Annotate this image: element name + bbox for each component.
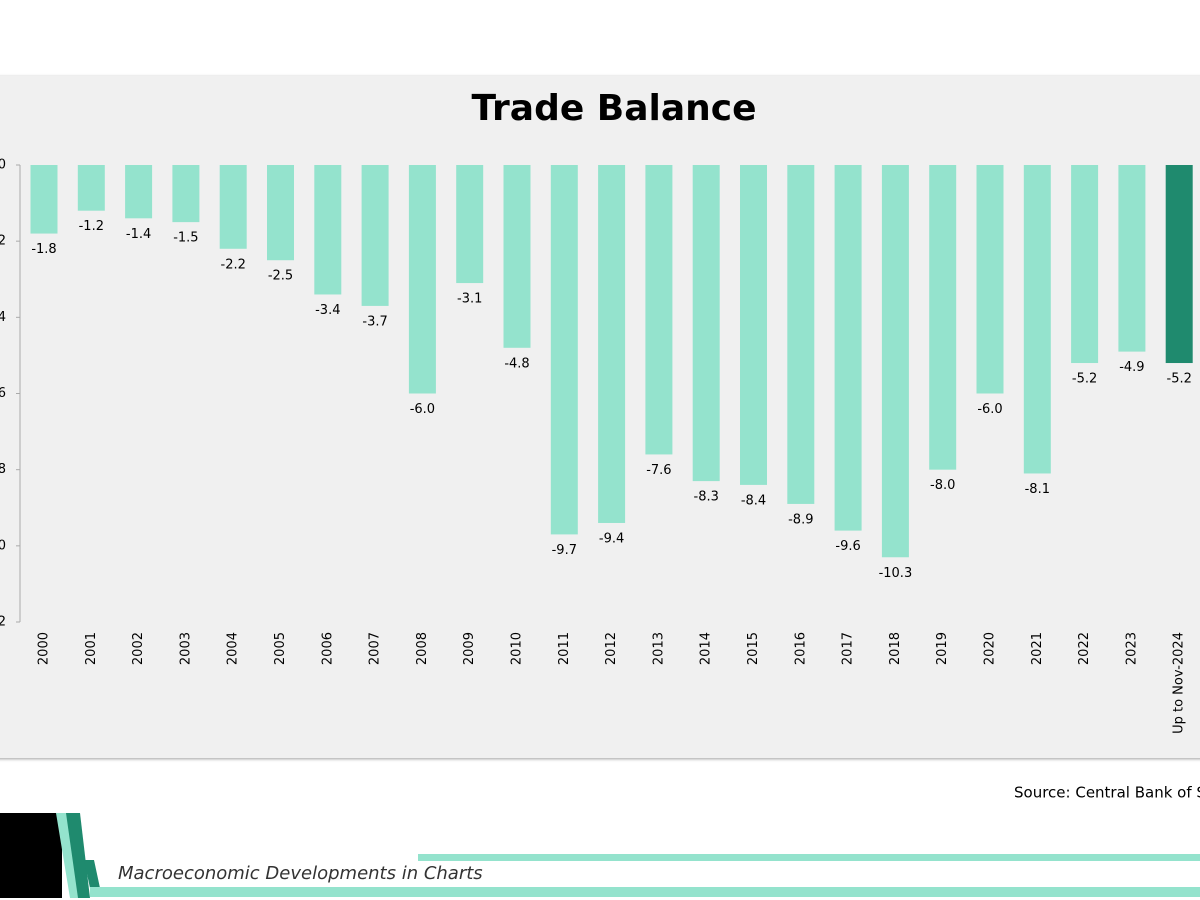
value-label: -7.6 xyxy=(646,463,671,478)
x-tick-label: 2023 xyxy=(1124,632,1139,665)
x-tick-label: 2016 xyxy=(793,632,808,665)
value-label: -10.3 xyxy=(879,566,913,581)
bar xyxy=(787,165,815,504)
bar xyxy=(30,165,58,234)
value-label: -6.0 xyxy=(977,402,1002,417)
footer-bar xyxy=(90,887,1200,897)
value-label: -3.7 xyxy=(362,314,387,329)
footer-stripe xyxy=(84,860,100,888)
footer-bar xyxy=(418,854,1200,861)
bar xyxy=(645,165,673,455)
x-tick-label: 2013 xyxy=(651,632,666,665)
bar xyxy=(456,165,484,284)
footer-stripe xyxy=(66,813,90,898)
x-tick-label: 2007 xyxy=(368,632,383,665)
x-tick-label: 2015 xyxy=(746,632,761,665)
value-label: -5.2 xyxy=(1167,372,1192,387)
footer-text: Macroeconomic Developments in Charts xyxy=(118,863,483,884)
bar xyxy=(976,165,1004,394)
x-tick-label: 2004 xyxy=(226,632,241,665)
y-tick-label: -2 xyxy=(0,234,6,249)
bar xyxy=(1023,165,1051,474)
x-tick-label: 2012 xyxy=(604,632,619,665)
x-tick-label: 2002 xyxy=(131,632,146,665)
bar xyxy=(77,165,105,211)
x-tick-label: 2014 xyxy=(699,632,714,665)
bar xyxy=(1165,165,1193,364)
bar xyxy=(408,165,436,394)
value-label: -8.1 xyxy=(1025,482,1050,497)
x-tick-label: 2003 xyxy=(178,632,193,665)
bar xyxy=(550,165,578,535)
x-tick-label: 2020 xyxy=(983,632,998,665)
x-tick-label: 2019 xyxy=(935,632,950,665)
y-tick-label: -12 xyxy=(0,615,6,630)
x-tick-label: 2017 xyxy=(841,632,856,665)
value-label: -1.2 xyxy=(79,219,104,234)
bar xyxy=(1071,165,1099,364)
bar xyxy=(125,165,153,219)
bar xyxy=(503,165,531,348)
value-label: -8.0 xyxy=(930,478,955,493)
value-label: -4.9 xyxy=(1119,360,1144,375)
y-tick-label: -8 xyxy=(0,462,6,477)
value-label: -2.5 xyxy=(268,269,293,284)
bar xyxy=(598,165,626,523)
value-label: -4.8 xyxy=(504,356,529,371)
x-tick-label: 2022 xyxy=(1077,632,1092,665)
bar xyxy=(929,165,957,470)
value-label: -9.6 xyxy=(835,539,860,554)
bar xyxy=(172,165,200,223)
value-label: -9.7 xyxy=(552,543,577,558)
value-label: -8.9 xyxy=(788,512,813,527)
value-label: -1.8 xyxy=(31,242,56,257)
x-tick-label: 2000 xyxy=(37,632,52,665)
footer-logo-box xyxy=(0,813,62,898)
x-tick-label: 2021 xyxy=(1030,632,1045,665)
bar xyxy=(692,165,720,482)
x-tick-label: 2010 xyxy=(510,632,525,665)
value-label: -8.3 xyxy=(694,490,719,505)
y-tick-label: -10 xyxy=(0,538,6,553)
y-tick-label: -4 xyxy=(0,310,6,325)
bar xyxy=(361,165,389,306)
y-tick-label: 0 xyxy=(0,158,6,173)
x-tick-label: 2006 xyxy=(320,632,335,665)
value-label: -1.4 xyxy=(126,227,151,242)
y-tick-label: -6 xyxy=(0,386,6,401)
x-tick-label: 2011 xyxy=(557,632,572,665)
chart-title: Trade Balance xyxy=(471,88,756,129)
x-tick-label: 2018 xyxy=(888,632,903,665)
value-label: -5.2 xyxy=(1072,372,1097,387)
bar xyxy=(740,165,767,485)
bar xyxy=(314,165,342,295)
bar xyxy=(1118,165,1146,352)
bar xyxy=(881,165,909,558)
value-label: -9.4 xyxy=(599,531,624,546)
bar xyxy=(219,165,247,249)
value-label: -3.4 xyxy=(315,303,340,318)
value-label: -8.4 xyxy=(741,493,766,508)
x-tick-label: 2009 xyxy=(462,632,477,665)
source: Source: Central Bank of S xyxy=(1014,784,1200,802)
x-tick-label: 2008 xyxy=(415,632,430,665)
x-tick-label: 2001 xyxy=(84,632,99,665)
x-tick-label: 2005 xyxy=(273,632,288,665)
value-label: -1.5 xyxy=(173,231,198,246)
bar xyxy=(834,165,862,531)
x-tick-label: Up to Nov-2024 xyxy=(1172,632,1187,734)
bar xyxy=(267,165,294,261)
value-label: -6.0 xyxy=(410,402,435,417)
value-label: -3.1 xyxy=(457,292,482,307)
value-label: -2.2 xyxy=(221,257,246,272)
